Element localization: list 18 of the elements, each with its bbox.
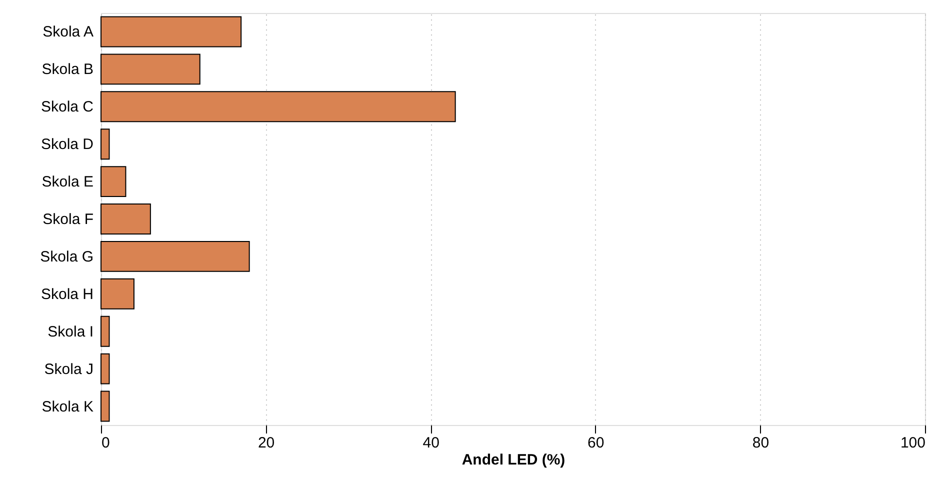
- y-tick-label: Skola E: [42, 174, 94, 191]
- y-tick-label: Skola C: [40, 98, 94, 116]
- y-tick-label: Skola K: [42, 398, 94, 416]
- x-tick-label: 40: [422, 434, 440, 452]
- y-tick-label: Skola F: [42, 211, 94, 228]
- x-tick-label: 60: [588, 434, 604, 452]
- y-tick-label: Skola I: [48, 323, 94, 340]
- x-tick-label: 0: [102, 434, 110, 452]
- x-tick-label: 80: [752, 434, 770, 452]
- y-tick-label: Skola A: [42, 24, 94, 41]
- y-tick-label: Skola B: [42, 61, 94, 78]
- y-tick-label: Skola J: [44, 360, 94, 378]
- y-tick-label: Skola D: [40, 136, 94, 154]
- x-axis-title: Andel LED (%): [462, 452, 566, 468]
- y-tick-label: Skola H: [40, 286, 94, 303]
- y-tick-label: Skola G: [40, 248, 94, 266]
- x-tick-label: 100: [900, 434, 926, 452]
- x-tick-label: 20: [258, 434, 275, 452]
